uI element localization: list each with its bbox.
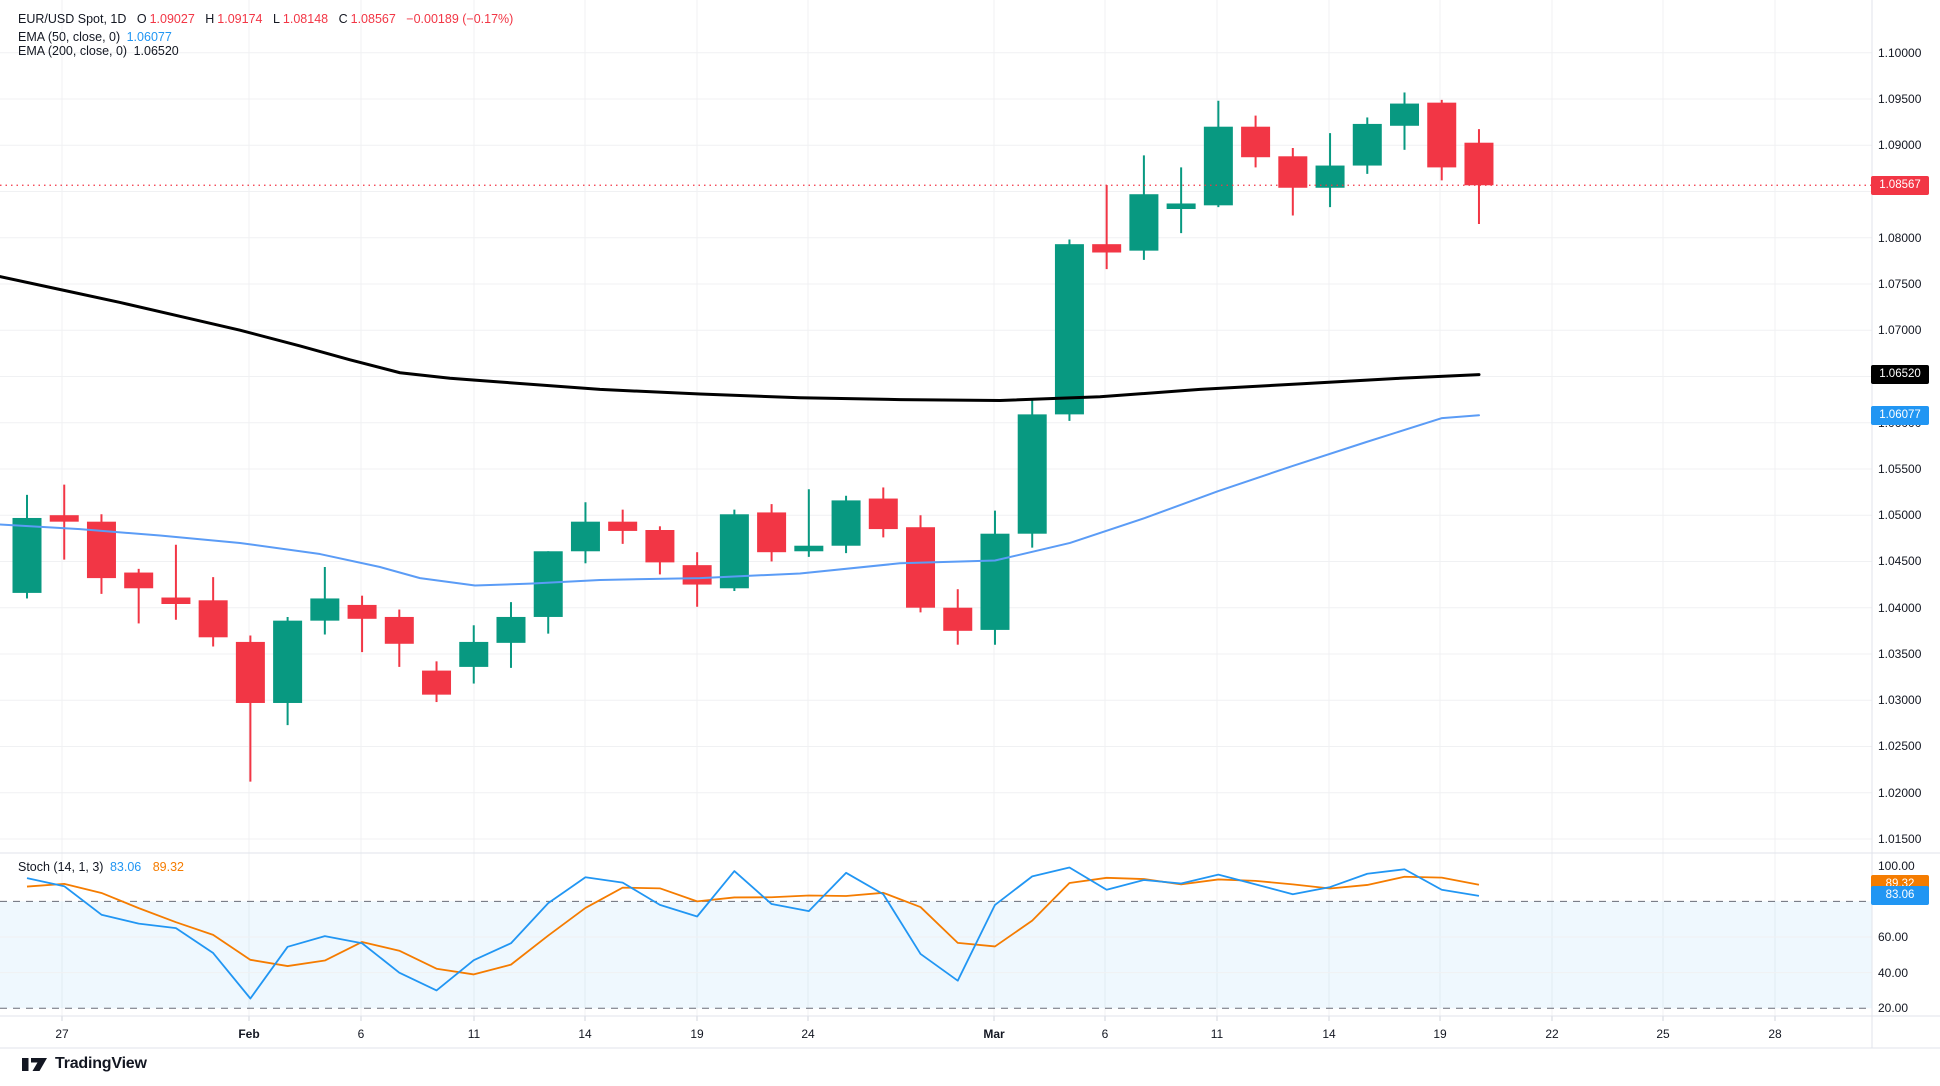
ema200-label: EMA (200, close, 0) [18, 44, 128, 58]
tradingview-logo-icon [22, 1057, 47, 1071]
stoch-axis-label: 60.00 [1878, 930, 1909, 944]
open-label: O [136, 12, 147, 26]
price-axis-label: 1.08000 [1878, 230, 1922, 245]
stoch-badge: 83.06 [1871, 886, 1929, 906]
price-axis-label: 1.03500 [1878, 646, 1922, 661]
time-axis-label: 11 [467, 1027, 481, 1041]
stoch-legend-row[interactable]: Stoch (14, 1, 3) 83.06 89.32 [18, 860, 184, 875]
ema50-legend-row[interactable]: EMA (50, close, 0) 1.06077 [18, 30, 172, 45]
price-badge: 1.08567 [1871, 175, 1929, 195]
close-value: 1.08567 [350, 12, 396, 26]
time-axis-label: Mar [983, 1027, 1005, 1041]
price-axis-label: 1.03000 [1878, 693, 1922, 708]
time-axis-label: 28 [1768, 1027, 1782, 1041]
high-value: 1.09174 [217, 12, 263, 26]
ema50-label: EMA (50, close, 0) [18, 30, 121, 44]
time-axis-label: Feb [238, 1027, 260, 1041]
price-axis-label: 1.02500 [1878, 739, 1922, 754]
ema50-value: 1.06077 [126, 30, 172, 44]
stoch-label: Stoch (14, 1, 3) [18, 860, 104, 874]
change-value: −0.00189 (−0.17%) [406, 12, 514, 26]
symbol-legend-row[interactable]: EUR/USD Spot, 1D O 1.09027 H 1.09174 L 1.08… [18, 12, 513, 27]
ema200-value: 1.06520 [133, 44, 179, 58]
stoch-k-value: 83.06 [109, 860, 142, 874]
time-axis-label: 24 [801, 1027, 815, 1041]
time-axis-label: 11 [1210, 1027, 1224, 1041]
stoch-d-value: 89.32 [152, 860, 184, 874]
time-axis-label: 22 [1545, 1027, 1559, 1041]
time-axis-label: 19 [1433, 1027, 1447, 1041]
symbol-title[interactable]: EUR/USD Spot, 1D [18, 12, 127, 26]
time-axis-label: 25 [1656, 1027, 1670, 1041]
price-axis-label: 1.04000 [1878, 600, 1922, 615]
price-axis-label: 1.04500 [1878, 554, 1922, 569]
time-axis-label: 6 [357, 1027, 365, 1041]
tradingview-logo[interactable]: TradingView [22, 1055, 147, 1073]
stoch-axis-label: 100.00 [1878, 858, 1915, 873]
low-label: L [272, 12, 280, 26]
price-badge: 1.06520 [1871, 365, 1929, 385]
stoch-axis-label: 20.00 [1878, 1001, 1909, 1016]
time-axis-label: 27 [55, 1027, 69, 1041]
open-value: 1.09027 [149, 12, 195, 26]
low-value: 1.08148 [282, 12, 329, 26]
price-badge: 1.06077 [1871, 406, 1929, 426]
time-axis-label: 14 [1322, 1027, 1336, 1041]
price-axis-label: 1.01500 [1878, 831, 1922, 846]
price-axis-label: 1.02000 [1878, 785, 1922, 800]
time-axis-label: 6 [1101, 1027, 1109, 1041]
time-axis-label: 14 [578, 1027, 592, 1041]
ema200-legend-row[interactable]: EMA (200, close, 0) 1.06520 [18, 44, 179, 59]
tradingview-logo-text: TradingView [55, 1055, 147, 1072]
close-label: C [338, 12, 348, 26]
price-axis-label: 1.09500 [1878, 91, 1922, 106]
price-axis-label: 1.07500 [1878, 276, 1922, 291]
high-label: H [205, 12, 215, 26]
price-axis-label: 1.05000 [1878, 508, 1922, 523]
price-axis-label: 1.05500 [1878, 461, 1922, 476]
price-axis-label: 1.10000 [1878, 45, 1922, 60]
time-axis-label: 19 [690, 1027, 704, 1041]
price-axis-label: 1.09000 [1878, 138, 1922, 153]
stoch-axis-label: 40.00 [1878, 965, 1909, 980]
price-axis-label: 1.07000 [1878, 323, 1922, 338]
